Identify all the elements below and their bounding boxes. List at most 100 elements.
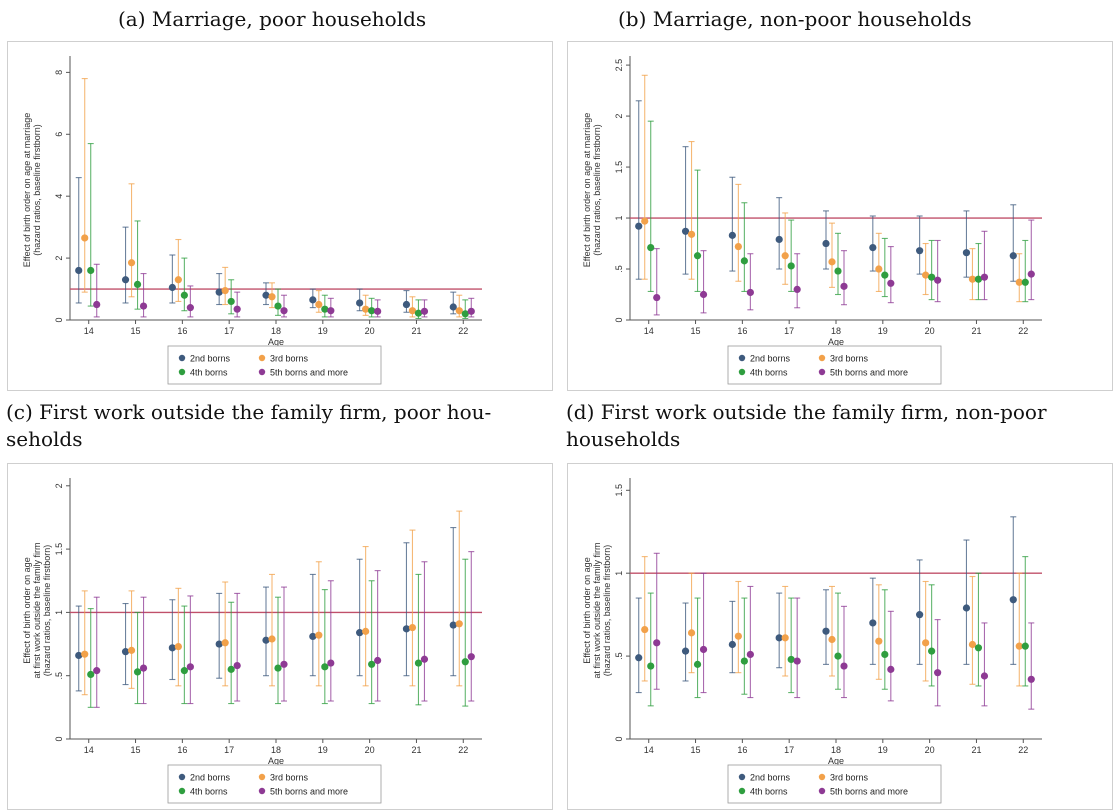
y-axis-label-line: at first work outside the family firm bbox=[592, 542, 602, 678]
data-point bbox=[962, 249, 971, 257]
data-point bbox=[881, 271, 889, 279]
data-point bbox=[309, 632, 317, 641]
data-point bbox=[793, 657, 801, 665]
data-point bbox=[653, 639, 661, 647]
data-point bbox=[734, 242, 742, 251]
data-point bbox=[133, 668, 142, 676]
data-point bbox=[1015, 642, 1023, 650]
data-point bbox=[740, 657, 748, 665]
y-axis-label-line: Effect of birth order on age at marriage bbox=[22, 113, 32, 267]
x-tick-label: 16 bbox=[177, 326, 187, 336]
data-point bbox=[374, 307, 382, 315]
y-tick-label: 8 bbox=[54, 70, 64, 75]
x-axis-label: Age bbox=[268, 756, 284, 766]
legend-marker bbox=[178, 787, 186, 795]
legend-label: 4th borns bbox=[750, 787, 788, 797]
data-point bbox=[215, 640, 223, 648]
legend-marker bbox=[818, 354, 826, 362]
x-axis-label: Age bbox=[268, 337, 284, 347]
legend-marker bbox=[738, 773, 746, 781]
data-point bbox=[793, 285, 801, 294]
data-point bbox=[402, 300, 411, 309]
legend-marker bbox=[738, 787, 746, 795]
data-point bbox=[781, 252, 789, 260]
y-tick-label: 1 bbox=[614, 571, 624, 576]
x-tick-label: 18 bbox=[271, 745, 281, 755]
x-tick-label: 18 bbox=[271, 326, 281, 336]
data-point bbox=[186, 304, 194, 312]
y-tick-label: 0 bbox=[614, 736, 624, 741]
data-point bbox=[280, 307, 288, 315]
x-tick-label: 20 bbox=[365, 745, 375, 755]
legend-label: 2nd borns bbox=[750, 354, 791, 364]
legend-label: 2nd borns bbox=[750, 773, 791, 783]
data-point bbox=[420, 307, 429, 315]
legend-label: 5th borns and more bbox=[830, 787, 908, 797]
y-tick-label: 1.5 bbox=[54, 543, 64, 556]
data-point bbox=[653, 293, 661, 302]
data-point bbox=[81, 650, 89, 658]
y-tick-label: 2 bbox=[54, 483, 64, 488]
data-point bbox=[828, 635, 836, 644]
data-point bbox=[274, 302, 282, 310]
data-point bbox=[962, 604, 971, 612]
y-tick-label: 4 bbox=[54, 194, 64, 199]
data-point bbox=[928, 647, 936, 655]
data-point bbox=[822, 239, 830, 248]
data-point bbox=[881, 650, 889, 659]
data-point bbox=[121, 276, 130, 284]
y-tick-label: 2.5 bbox=[614, 59, 624, 72]
data-point bbox=[168, 644, 176, 652]
data-point bbox=[728, 231, 736, 239]
data-point bbox=[280, 660, 288, 668]
data-point bbox=[233, 661, 241, 670]
x-tick-label: 22 bbox=[1018, 745, 1028, 755]
x-tick-label: 16 bbox=[177, 745, 187, 755]
data-point bbox=[356, 299, 364, 307]
data-point bbox=[641, 217, 649, 225]
legend-marker bbox=[178, 773, 186, 781]
data-point bbox=[775, 235, 783, 244]
data-point bbox=[327, 307, 335, 315]
y-axis-label-line: Effect of birth order on age bbox=[582, 557, 592, 663]
data-point bbox=[834, 652, 842, 660]
x-tick-label: 21 bbox=[411, 745, 421, 755]
y-axis-label-line: (hazard ratios, baseline firstborn) bbox=[592, 124, 602, 256]
data-point bbox=[934, 669, 942, 677]
data-point bbox=[139, 664, 148, 672]
legend-label: 5th borns and more bbox=[270, 368, 348, 378]
data-point bbox=[139, 302, 148, 310]
data-point bbox=[635, 222, 643, 230]
data-point bbox=[467, 307, 475, 315]
legend-label: 4th borns bbox=[190, 368, 228, 378]
data-point bbox=[368, 660, 376, 668]
data-point bbox=[233, 305, 241, 313]
y-tick-label: 0 bbox=[54, 317, 64, 322]
data-point bbox=[127, 646, 136, 654]
data-point bbox=[309, 296, 317, 304]
data-point bbox=[869, 619, 877, 627]
data-point bbox=[840, 662, 848, 670]
y-axis-label-line: Effect of birth order on age bbox=[22, 557, 32, 663]
data-point bbox=[87, 670, 95, 679]
data-point bbox=[449, 303, 457, 311]
data-point bbox=[1027, 270, 1035, 278]
x-tick-label: 14 bbox=[84, 326, 94, 336]
data-point bbox=[174, 276, 182, 284]
data-point bbox=[699, 645, 708, 654]
data-point bbox=[887, 665, 895, 673]
x-tick-label: 17 bbox=[784, 326, 794, 336]
data-point bbox=[408, 307, 417, 315]
data-point bbox=[168, 283, 176, 292]
legend-label: 4th borns bbox=[750, 368, 788, 378]
chart-d: 0 .5 1 1.5 14 15 16 17 18 19 20 21 22 Age Effect of bi… bbox=[582, 478, 1042, 804]
y-tick-label: 0 bbox=[54, 736, 64, 741]
data-point bbox=[368, 307, 376, 315]
chart-panel-c: 0 .5 1 1.5 2 14 15 16 17 18 19 20 21 22 Age Effect of b… bbox=[7, 463, 553, 810]
legend-marker bbox=[258, 773, 266, 781]
x-tick-label: 21 bbox=[971, 745, 981, 755]
data-point bbox=[75, 266, 83, 275]
x-axis-label: Age bbox=[828, 756, 844, 766]
legend-label: 2nd borns bbox=[190, 773, 231, 783]
data-point bbox=[227, 665, 235, 673]
